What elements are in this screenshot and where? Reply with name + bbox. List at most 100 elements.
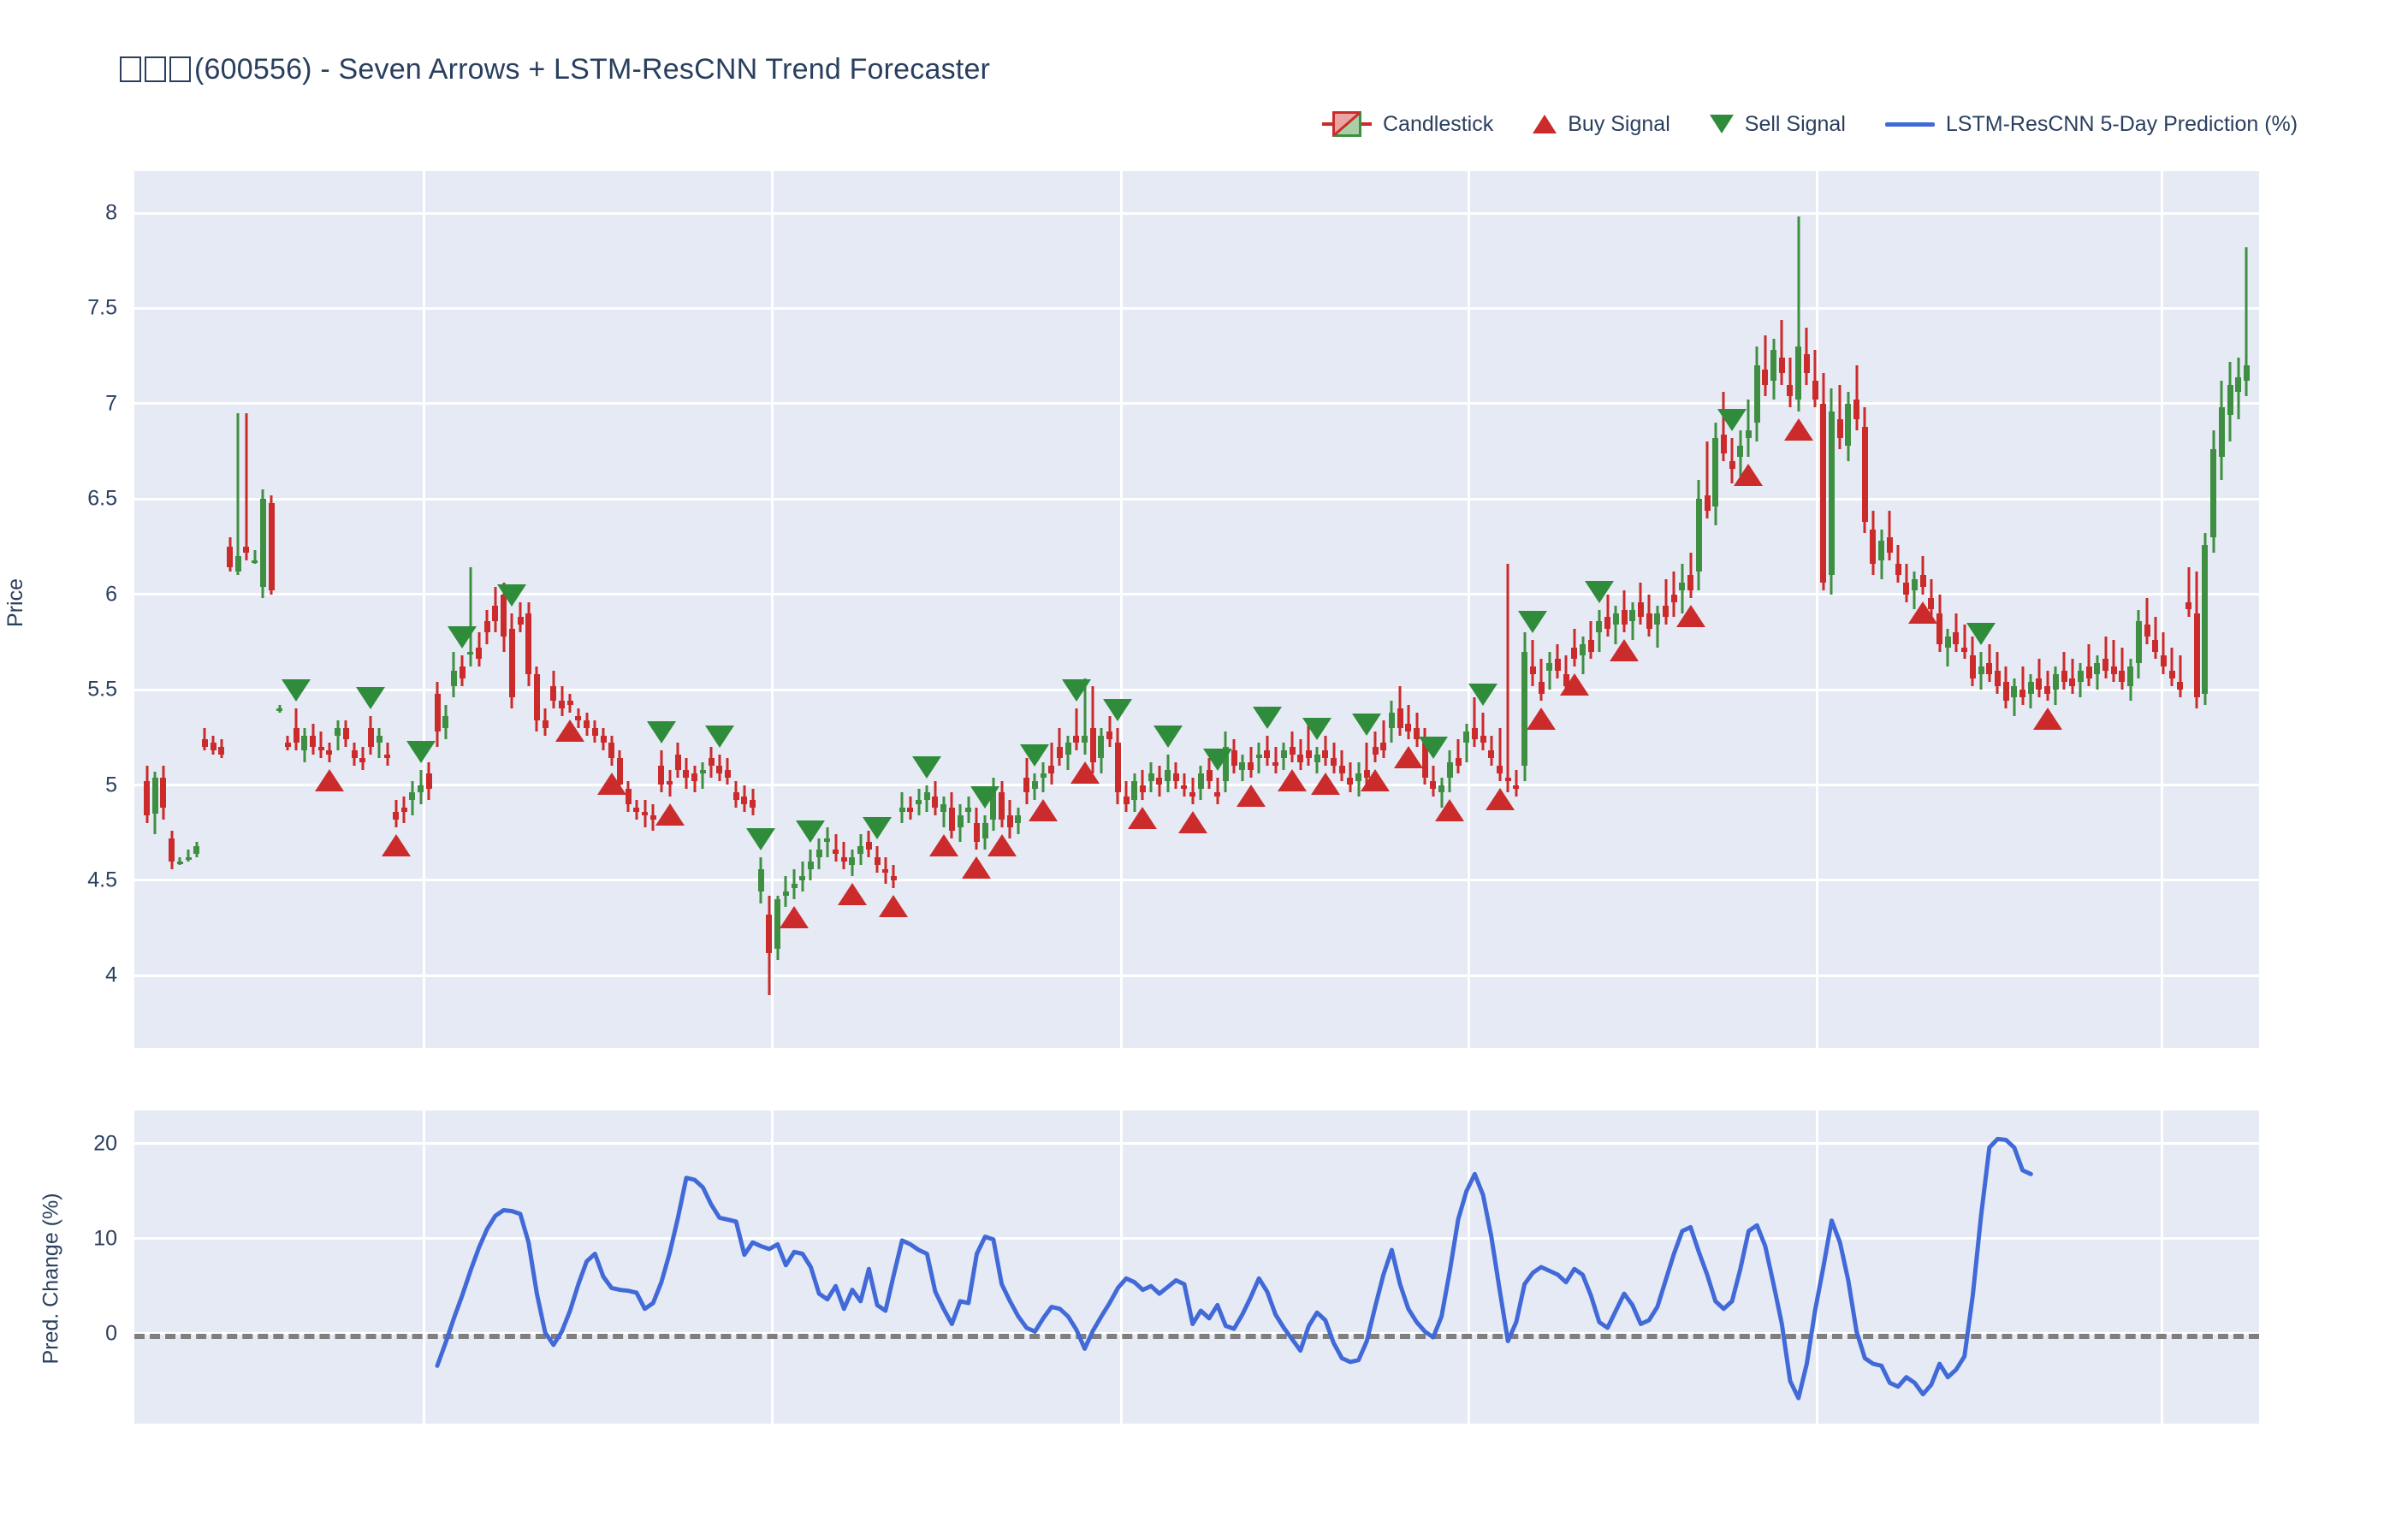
candlestick-bar[interactable] — [1737, 171, 1744, 1048]
candlestick-bar[interactable] — [1314, 171, 1320, 1048]
sell-signal-marker[interactable] — [1352, 714, 1382, 737]
candlestick-bar[interactable] — [1165, 171, 1171, 1048]
candlestick-bar[interactable] — [218, 171, 225, 1048]
candlestick-bar[interactable] — [882, 171, 889, 1048]
candlestick-bar[interactable] — [450, 171, 457, 1048]
candlestick-bar[interactable] — [1604, 171, 1611, 1048]
candlestick-bar[interactable] — [1338, 171, 1345, 1048]
sell-signal-marker[interactable] — [356, 687, 386, 710]
candlestick-bar[interactable] — [1015, 171, 1022, 1048]
candlestick-bar[interactable] — [898, 171, 905, 1048]
candlestick-bar[interactable] — [815, 171, 822, 1048]
candlestick-bar[interactable] — [1305, 171, 1312, 1048]
candlestick-bar[interactable] — [1056, 171, 1063, 1048]
sell-signal-marker[interactable] — [1020, 744, 1050, 767]
candlestick-bar[interactable] — [1994, 171, 2001, 1048]
candlestick-bar[interactable] — [160, 171, 167, 1048]
candlestick-bar[interactable] — [434, 171, 441, 1048]
candlestick-bar[interactable] — [210, 171, 216, 1048]
sell-signal-marker[interactable] — [1061, 679, 1091, 702]
candlestick-bar[interactable] — [1347, 171, 1354, 1048]
candlestick-bar[interactable] — [1031, 171, 1038, 1048]
candlestick-bar[interactable] — [1480, 171, 1486, 1048]
candlestick-bar[interactable] — [1430, 171, 1437, 1048]
buy-signal-marker[interactable] — [1559, 673, 1589, 696]
candlestick-bar[interactable] — [1272, 171, 1279, 1048]
candlestick-bar[interactable] — [1820, 171, 1827, 1048]
candlestick-bar[interactable] — [2052, 171, 2059, 1048]
candlestick-bar[interactable] — [757, 171, 764, 1048]
sell-signal-marker[interactable] — [646, 721, 676, 744]
candlestick-bar[interactable] — [782, 171, 789, 1048]
candlestick-bar[interactable] — [1181, 171, 1188, 1048]
candlestick-bar[interactable] — [1695, 171, 1702, 1048]
candlestick-bar[interactable] — [2210, 171, 2217, 1048]
candlestick-bar[interactable] — [259, 171, 266, 1048]
candlestick-bar[interactable] — [1886, 171, 1893, 1048]
candlestick-bar[interactable] — [923, 171, 930, 1048]
candlestick-bar[interactable] — [940, 171, 947, 1048]
candlestick-bar[interactable] — [1455, 171, 1462, 1048]
candlestick-bar[interactable] — [724, 171, 731, 1048]
candlestick-bar[interactable] — [193, 171, 200, 1048]
candlestick-bar[interactable] — [1878, 171, 1885, 1048]
candlestick-bar[interactable] — [550, 171, 557, 1048]
sell-signal-marker[interactable] — [1103, 698, 1133, 721]
legend-item-prediction[interactable]: LSTM-ResCNN 5-Day Prediction (%) — [1884, 112, 2298, 137]
buy-signal-marker[interactable] — [1527, 708, 1557, 731]
candlestick-bar[interactable] — [2077, 171, 2084, 1048]
buy-signal-marker[interactable] — [1610, 639, 1639, 662]
candlestick-bar[interactable] — [2202, 171, 2209, 1048]
candlestick-bar[interactable] — [1363, 171, 1370, 1048]
candlestick-bar[interactable] — [2002, 171, 2009, 1048]
candlestick-bar[interactable] — [633, 171, 640, 1048]
candlestick-bar[interactable] — [2152, 171, 2159, 1048]
candlestick-bar[interactable] — [2019, 171, 2026, 1048]
candlestick-bar[interactable] — [501, 171, 507, 1048]
candlestick-bar[interactable] — [1189, 171, 1196, 1048]
sell-signal-marker[interactable] — [1468, 683, 1498, 706]
sell-signal-marker[interactable] — [1518, 611, 1548, 634]
candlestick-bar[interactable] — [608, 171, 615, 1048]
sell-signal-marker[interactable] — [1717, 408, 1747, 431]
buy-signal-marker[interactable] — [879, 894, 909, 917]
candlestick-bar[interactable] — [600, 171, 607, 1048]
candlestick-bar[interactable] — [1538, 171, 1545, 1048]
sell-signal-marker[interactable] — [1418, 737, 1448, 760]
legend-item-buy-signal[interactable]: Buy Signal — [1533, 112, 1670, 137]
candlestick-bar[interactable] — [276, 171, 283, 1048]
candlestick-bar[interactable] — [1023, 171, 1030, 1048]
candlestick-bar[interactable] — [2027, 171, 2034, 1048]
candlestick-bar[interactable] — [824, 171, 831, 1048]
candlestick-bar[interactable] — [1919, 171, 1926, 1048]
candlestick-bar[interactable] — [525, 171, 532, 1048]
candlestick-bar[interactable] — [1148, 171, 1154, 1048]
candlestick-bar[interactable] — [1936, 171, 1943, 1048]
candlestick-bar[interactable] — [1231, 171, 1237, 1048]
candlestick-bar[interactable] — [2177, 171, 2184, 1048]
candlestick-bar[interactable] — [1969, 171, 1976, 1048]
candlestick-bar[interactable] — [1123, 171, 1130, 1048]
candlestick-bar[interactable] — [1355, 171, 1362, 1048]
buy-signal-marker[interactable] — [928, 833, 958, 856]
candlestick-bar[interactable] — [1106, 171, 1113, 1048]
candlestick-bar[interactable] — [1654, 171, 1661, 1048]
candlestick-bar[interactable] — [1331, 171, 1337, 1048]
candlestick-bar[interactable] — [1471, 171, 1478, 1048]
candlestick-bar[interactable] — [750, 171, 756, 1048]
sell-signal-marker[interactable] — [448, 625, 477, 649]
candlestick-bar[interactable] — [1372, 171, 1379, 1048]
candlestick-bar[interactable] — [1745, 171, 1752, 1048]
candlestick-bar[interactable] — [1803, 171, 1810, 1048]
candlestick-bar[interactable] — [2193, 171, 2200, 1048]
candlestick-bar[interactable] — [2185, 171, 2192, 1048]
sell-signal-marker[interactable] — [1302, 717, 1332, 740]
buy-signal-marker[interactable] — [1236, 784, 1266, 807]
candlestick-bar[interactable] — [384, 171, 391, 1048]
candlestick-bar[interactable] — [2243, 171, 2250, 1048]
candlestick-bar[interactable] — [1953, 171, 1960, 1048]
candlestick-bar[interactable] — [1546, 171, 1553, 1048]
candlestick-bar[interactable] — [649, 171, 656, 1048]
candlestick-bar[interactable] — [1845, 171, 1852, 1048]
candlestick-bar[interactable] — [916, 171, 922, 1048]
